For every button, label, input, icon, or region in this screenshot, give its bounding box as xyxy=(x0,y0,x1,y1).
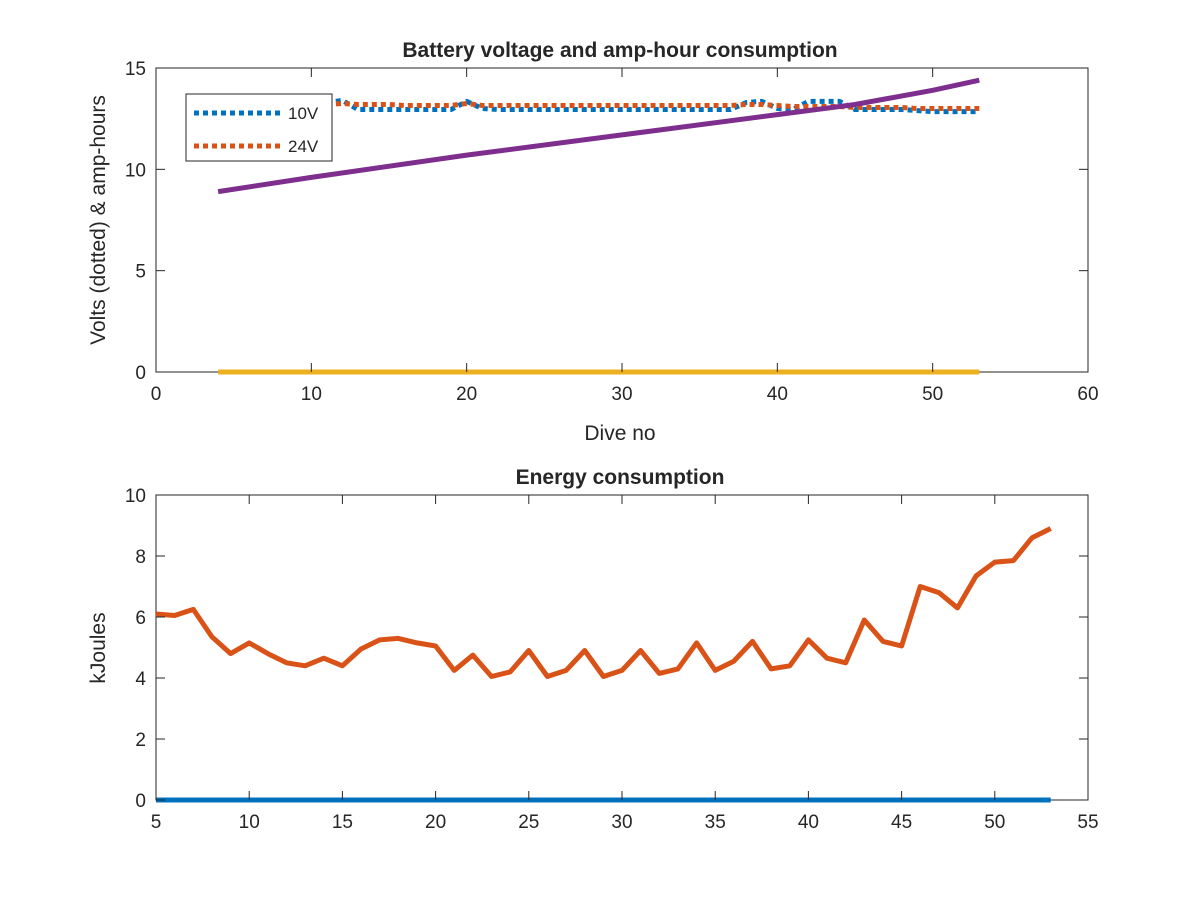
x-tick-label: 35 xyxy=(705,812,726,833)
y-tick-label: 5 xyxy=(135,262,146,283)
x-tick-label: 5 xyxy=(151,812,162,833)
x-tick-label: 30 xyxy=(611,812,632,833)
x-tick-label: 10 xyxy=(239,812,260,833)
y-tick-label: 0 xyxy=(135,363,146,384)
y-axis-label: Volts (dotted) & amp-hours xyxy=(87,95,110,345)
y-tick-label: 10 xyxy=(125,160,146,181)
legend-box xyxy=(185,93,333,162)
chart-title: Energy consumption xyxy=(516,466,725,489)
y-tick-label: 6 xyxy=(135,608,146,629)
legend: 10V 24V xyxy=(185,93,333,162)
tick-layer: 5 10 15 20 25 30 35 40 45 50 55 0 2 4 6 8 10 xyxy=(125,486,1099,833)
x-tick-label: 0 xyxy=(151,384,162,405)
y-tick-label: 4 xyxy=(135,669,146,690)
axes-frame xyxy=(155,494,1089,801)
subplot-energy-consumption: Energy consumption 5 10 15 20 25 30 35 40 45 50 55… xyxy=(87,466,1099,833)
y-tick-label: 0 xyxy=(135,791,146,812)
x-tick-label: 45 xyxy=(891,812,912,833)
series-line-1 xyxy=(155,526,1052,679)
x-tick-label: 55 xyxy=(1077,812,1098,833)
y-axis-label: kJoules xyxy=(87,612,110,683)
y-tick-label: 8 xyxy=(135,547,146,568)
series-line-10v xyxy=(326,97,980,115)
y-tick-label: 15 xyxy=(125,59,146,80)
legend-label-10v: 10V xyxy=(288,104,319,123)
y-tick-label: 2 xyxy=(135,730,146,751)
subplot-battery-voltage: Battery voltage and amp-hour consumption… xyxy=(87,39,1099,445)
series-line-2 xyxy=(217,77,980,195)
axes-box xyxy=(155,494,1089,801)
x-tick-label: 15 xyxy=(332,812,353,833)
chart-title: Battery voltage and amp-hour consumption xyxy=(402,39,837,62)
x-tick-label: 20 xyxy=(425,812,446,833)
legend-label-24v: 24V xyxy=(288,137,319,156)
x-tick-label: 30 xyxy=(611,384,632,405)
x-tick-label: 40 xyxy=(767,384,788,405)
x-tick-label: 60 xyxy=(1077,384,1098,405)
x-tick-label: 40 xyxy=(798,812,819,833)
x-tick-label: 20 xyxy=(456,384,477,405)
x-tick-label: 50 xyxy=(984,812,1005,833)
x-tick-label: 50 xyxy=(922,384,943,405)
series-layer xyxy=(217,77,980,375)
tick-layer: 0 10 20 30 40 50 60 0 5 10 15 xyxy=(125,59,1099,405)
x-tick-label: 10 xyxy=(301,384,322,405)
x-axis-label: Dive no xyxy=(584,422,655,445)
series-line-24v xyxy=(326,101,980,111)
y-tick-label: 10 xyxy=(125,486,146,507)
x-tick-label: 25 xyxy=(518,812,539,833)
